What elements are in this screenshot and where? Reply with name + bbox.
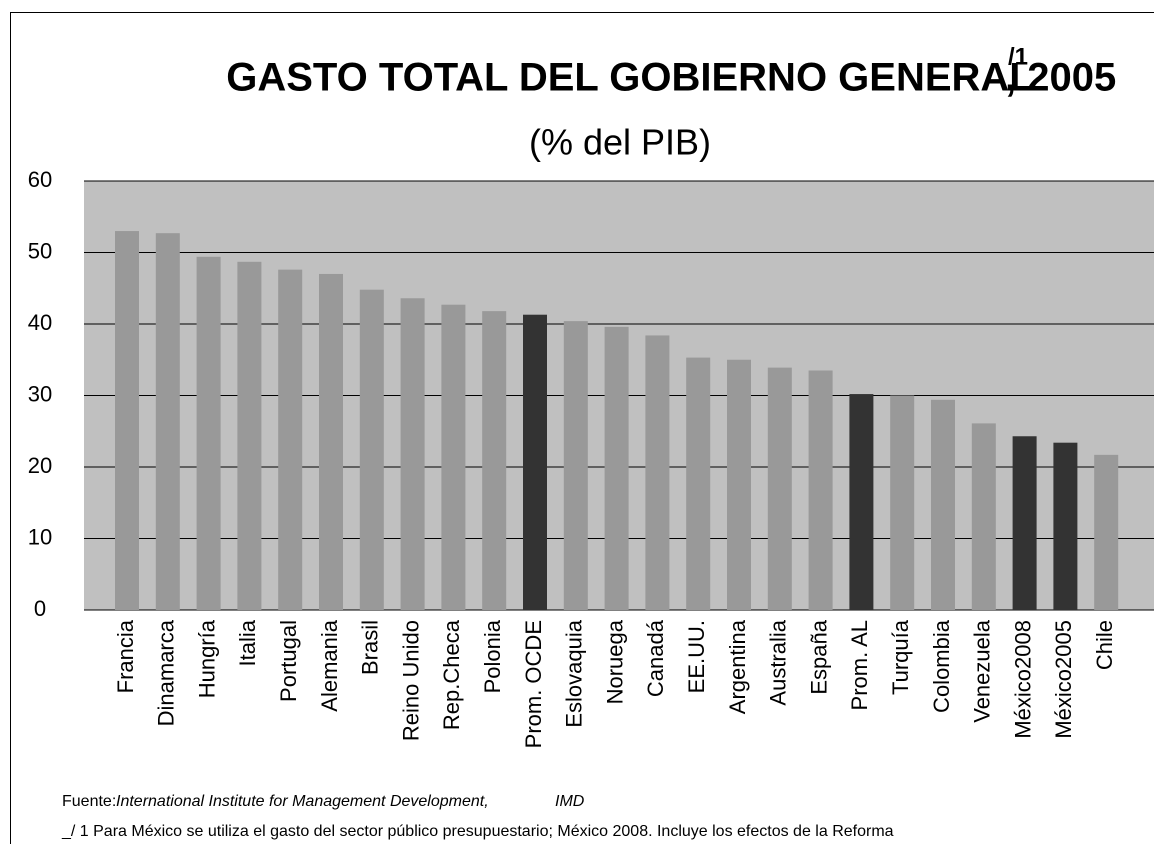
bar: [1012, 436, 1037, 610]
bar: [1053, 442, 1078, 610]
bar: [931, 399, 955, 610]
x-tick-label: Argentina: [725, 619, 750, 714]
x-tick-label: Noruega: [602, 619, 627, 704]
x-tick-label: Dinamarca: [154, 619, 179, 726]
x-tick-label: Hungría: [194, 619, 219, 698]
x-tick-label: Canadá: [643, 619, 668, 697]
y-tick-label: 0: [34, 596, 46, 621]
bar: [278, 269, 303, 610]
x-tick-label: Portugal: [276, 620, 301, 702]
x-tick-label: Venezuela: [970, 619, 995, 723]
y-tick-label: 50: [28, 238, 52, 263]
bar: [523, 314, 547, 610]
bar: [400, 298, 425, 610]
bar: [849, 394, 874, 610]
x-tick-label: Prom. OCDE: [521, 620, 546, 748]
bar: [155, 233, 180, 610]
bar: [1094, 454, 1119, 610]
x-tick-label: México2008: [1010, 620, 1035, 739]
source: International Institute for Management D…: [116, 793, 489, 810]
bar: [890, 395, 915, 610]
x-tick-label: Chile: [1092, 620, 1117, 670]
x-tick-label: Polonia: [480, 619, 505, 693]
x-tick-label: México2005: [1051, 620, 1076, 739]
x-tick-label: Reino Unido: [398, 620, 423, 741]
x-tick-label: Australia: [766, 619, 791, 705]
bar: [767, 367, 792, 610]
chart-subtitle: (% del PIB): [529, 122, 711, 163]
x-tick-label: Italia: [235, 619, 260, 666]
title-note: /1: [1008, 43, 1028, 70]
x-tick-label: Alemania: [317, 619, 342, 711]
bar: [686, 357, 711, 610]
bar: [563, 321, 588, 610]
bar: [359, 289, 384, 610]
bar: [482, 311, 507, 610]
x-tick-label: Eslovaquia: [562, 619, 587, 727]
x-tick-label: EE.UU.: [684, 620, 709, 693]
bar: [808, 370, 833, 610]
y-tick-label: 30: [28, 381, 52, 406]
bar: [319, 273, 343, 610]
x-tick-label: España: [806, 619, 831, 694]
x-tick-label: Turquía: [888, 619, 913, 695]
bar: [604, 326, 629, 610]
bar: [237, 261, 262, 610]
x-tick-label: Rep.Checa: [439, 619, 464, 730]
source-extra: IMD: [555, 793, 585, 810]
y-tick-label: 60: [28, 167, 52, 192]
bar: [645, 335, 670, 610]
title-year: , 2005: [1005, 56, 1116, 100]
y-tick-label: 10: [28, 524, 52, 549]
bar: [441, 304, 466, 610]
x-tick-label: Brasil: [358, 620, 383, 675]
x-tick-label: Colombia: [929, 619, 954, 713]
y-tick-label: 40: [28, 310, 52, 335]
chart-title: GASTO TOTAL DEL GOBIERNO GENERAL: [226, 56, 1033, 100]
bar: [196, 256, 221, 610]
source-label: Fuente:: [62, 793, 116, 810]
bar: [115, 231, 139, 611]
footnote: _/ 1 Para México se utiliza el gasto del…: [61, 823, 894, 840]
x-tick-label: Francia: [113, 619, 138, 693]
y-tick-label: 20: [28, 453, 52, 478]
bar: [727, 359, 751, 610]
x-tick-label: Prom. AL: [847, 620, 872, 710]
bar: [971, 423, 996, 610]
